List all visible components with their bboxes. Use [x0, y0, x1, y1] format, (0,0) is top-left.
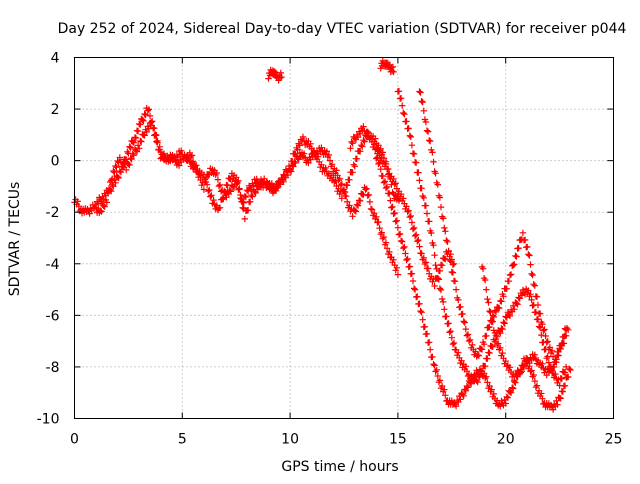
x-tick-label: 20	[497, 432, 515, 448]
y-tick-label: -4	[46, 257, 60, 273]
data-point-marks	[394, 88, 570, 389]
x-tick-label: 10	[281, 432, 299, 448]
y-axis-label: SDTVAR / TECUs	[7, 182, 23, 297]
data-point-marks	[416, 88, 572, 366]
series-s9	[377, 57, 397, 76]
y-tick-label: 2	[51, 102, 60, 118]
y-tick-label: -8	[46, 360, 60, 376]
data-point-marks	[377, 57, 397, 76]
series-s5	[394, 88, 570, 389]
x-tick-label: 25	[605, 432, 623, 448]
grid	[74, 57, 614, 419]
axes: 0 5 10 15 20 25 -10 -8 -6 -4 -2 0 2 4	[37, 51, 623, 448]
plot-frame	[74, 57, 614, 419]
data-point-marks	[478, 263, 570, 384]
y-tick-label: -6	[46, 308, 60, 324]
series-s7	[478, 263, 570, 384]
data-point-marks	[347, 123, 458, 290]
x-tick-label: 5	[178, 432, 187, 448]
y-tick-label: -2	[46, 205, 60, 221]
series-s8	[265, 66, 285, 84]
plot-area	[71, 57, 574, 413]
x-axis-label: GPS time / hours	[281, 459, 398, 475]
y-tick-label: -10	[37, 412, 60, 428]
x-tick-label: 0	[70, 432, 79, 448]
y-tick-label: 0	[51, 154, 60, 170]
y-tick-label: 4	[51, 51, 60, 67]
series-s6	[416, 88, 572, 366]
chart-title: Day 252 of 2024, Sidereal Day-to-day VTE…	[58, 21, 627, 37]
x-tick-label: 15	[389, 432, 407, 448]
data-point-marks	[265, 66, 285, 84]
series-s3	[347, 123, 458, 290]
